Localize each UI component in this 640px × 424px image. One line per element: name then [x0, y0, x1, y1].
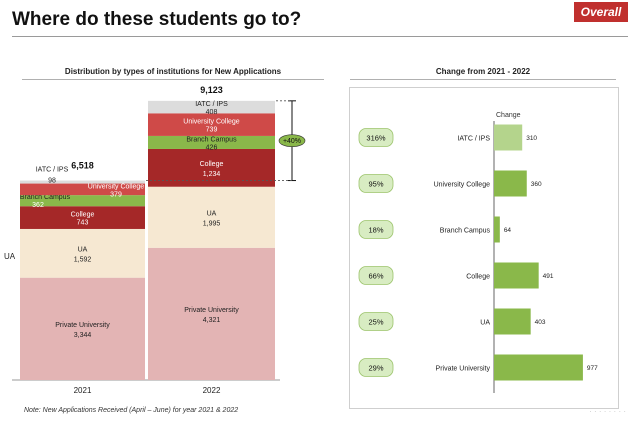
percent-pill-label: 95%: [368, 180, 383, 189]
change-bar: [494, 354, 583, 381]
bar-segment-2022-4: [148, 113, 275, 136]
category-label: Branch Campus: [440, 228, 491, 235]
change-chart-panel: Change 316% IATC / IPS 310 95% University Col…: [349, 87, 619, 409]
segment-label-name: University College: [183, 119, 240, 126]
watermark: · · · · · · · ·: [589, 407, 626, 416]
bar-segment-2022-5: [148, 100, 275, 114]
category-label: College: [466, 274, 490, 281]
segment-label-name: Branch Campus: [186, 136, 237, 143]
percent-pill-label: 66%: [368, 272, 383, 281]
segment-label-value: 408: [206, 109, 218, 116]
left-chart-title-underline: [22, 79, 324, 80]
segment-label-name: College: [71, 212, 95, 219]
percent-pill: [358, 220, 394, 239]
change-bar: [494, 262, 539, 289]
segment-label-value: 362: [32, 202, 44, 209]
percent-pill: [358, 266, 394, 285]
right-chart-title-underline: [350, 79, 616, 80]
bar-segment-2021-3: [20, 195, 145, 207]
bar-segment-2022-0: [148, 247, 275, 380]
segment-label-value: 1,995: [203, 220, 221, 227]
category-label: Private University: [436, 366, 491, 373]
right-chart-title: Change from 2021 - 2022: [435, 67, 531, 76]
bar-segment-2021-1: [20, 228, 145, 278]
change-bar: [494, 308, 531, 335]
bar-value-label: 403: [535, 319, 546, 326]
percent-pill: [358, 174, 394, 193]
left-chart-title: Distribution by types of institutions fo…: [64, 67, 282, 76]
segment-label-value: 379: [110, 192, 122, 199]
growth-badge-label: +40%: [283, 138, 301, 145]
segment-label-name: University College: [88, 184, 145, 191]
percent-pill-label: 29%: [368, 364, 383, 373]
segment-label-value: 1,592: [74, 256, 92, 263]
segment-label-value: 426: [206, 144, 218, 151]
bar-value-label: 360: [531, 181, 542, 188]
bar-value-label: 64: [504, 227, 512, 234]
title-divider: [12, 36, 628, 37]
segment-label-name: IATC / IPS: [195, 101, 228, 108]
column-header: Change: [496, 112, 521, 119]
bar-segment-2021-5: [20, 180, 145, 184]
segment-label-value: 4,321: [203, 317, 221, 324]
percent-pill: [358, 128, 394, 147]
page-title: Where do these students go to?: [12, 9, 302, 30]
bar-segment-2021-0: [20, 277, 145, 380]
segment-label-value: 98: [48, 178, 56, 185]
percent-pill: [358, 312, 394, 331]
growth-badge: [278, 134, 306, 147]
percent-pill: [358, 358, 394, 377]
percent-pill-label: 25%: [368, 318, 383, 327]
footnote: Note: New Applications Received (April –…: [24, 407, 239, 414]
side-label: UA: [4, 252, 16, 261]
bar-total-label: 6,518: [71, 161, 94, 171]
x-tick-label: 2022: [203, 386, 221, 395]
percent-pill-label: 316%: [366, 134, 386, 143]
segment-label-value: 743: [77, 220, 89, 227]
percent-pill-label: 18%: [368, 226, 383, 235]
bar-value-label: 491: [543, 273, 554, 280]
segment-label-name: Private University: [55, 322, 110, 329]
segment-label-name: UA: [78, 246, 88, 253]
segment-label-value: 739: [206, 127, 218, 134]
bar-total-label: 9,123: [200, 85, 223, 95]
category-label: University College: [434, 182, 491, 189]
bar-segment-2022-1: [148, 186, 275, 248]
bar-segment-2022-3: [148, 135, 275, 149]
x-tick-label: 2021: [74, 386, 92, 395]
bar-value-label: 310: [526, 135, 537, 142]
change-bar: [494, 216, 500, 243]
segment-label-name: UA: [207, 210, 217, 217]
segment-label-name: College: [200, 161, 224, 168]
change-bar: [494, 124, 523, 151]
change-bar-chart: Change 316% IATC / IPS 310 95% University Col…: [358, 112, 598, 393]
category-label: IATC / IPS: [457, 136, 490, 143]
category-label: UA: [480, 320, 490, 327]
overall-badge: Overall: [574, 2, 628, 22]
change-bar: [494, 170, 527, 197]
bar-segment-2021-2: [20, 206, 145, 229]
segment-label-name: Private University: [184, 307, 239, 314]
bar-value-label: 977: [587, 365, 598, 372]
segment-label-name: IATC / IPS: [36, 167, 69, 174]
segment-label-name: Branch Campus: [20, 194, 71, 201]
segment-label-value: 1,234: [203, 171, 221, 178]
segment-label-value: 3,344: [74, 332, 92, 339]
bar-segment-2021-4: [20, 183, 145, 196]
